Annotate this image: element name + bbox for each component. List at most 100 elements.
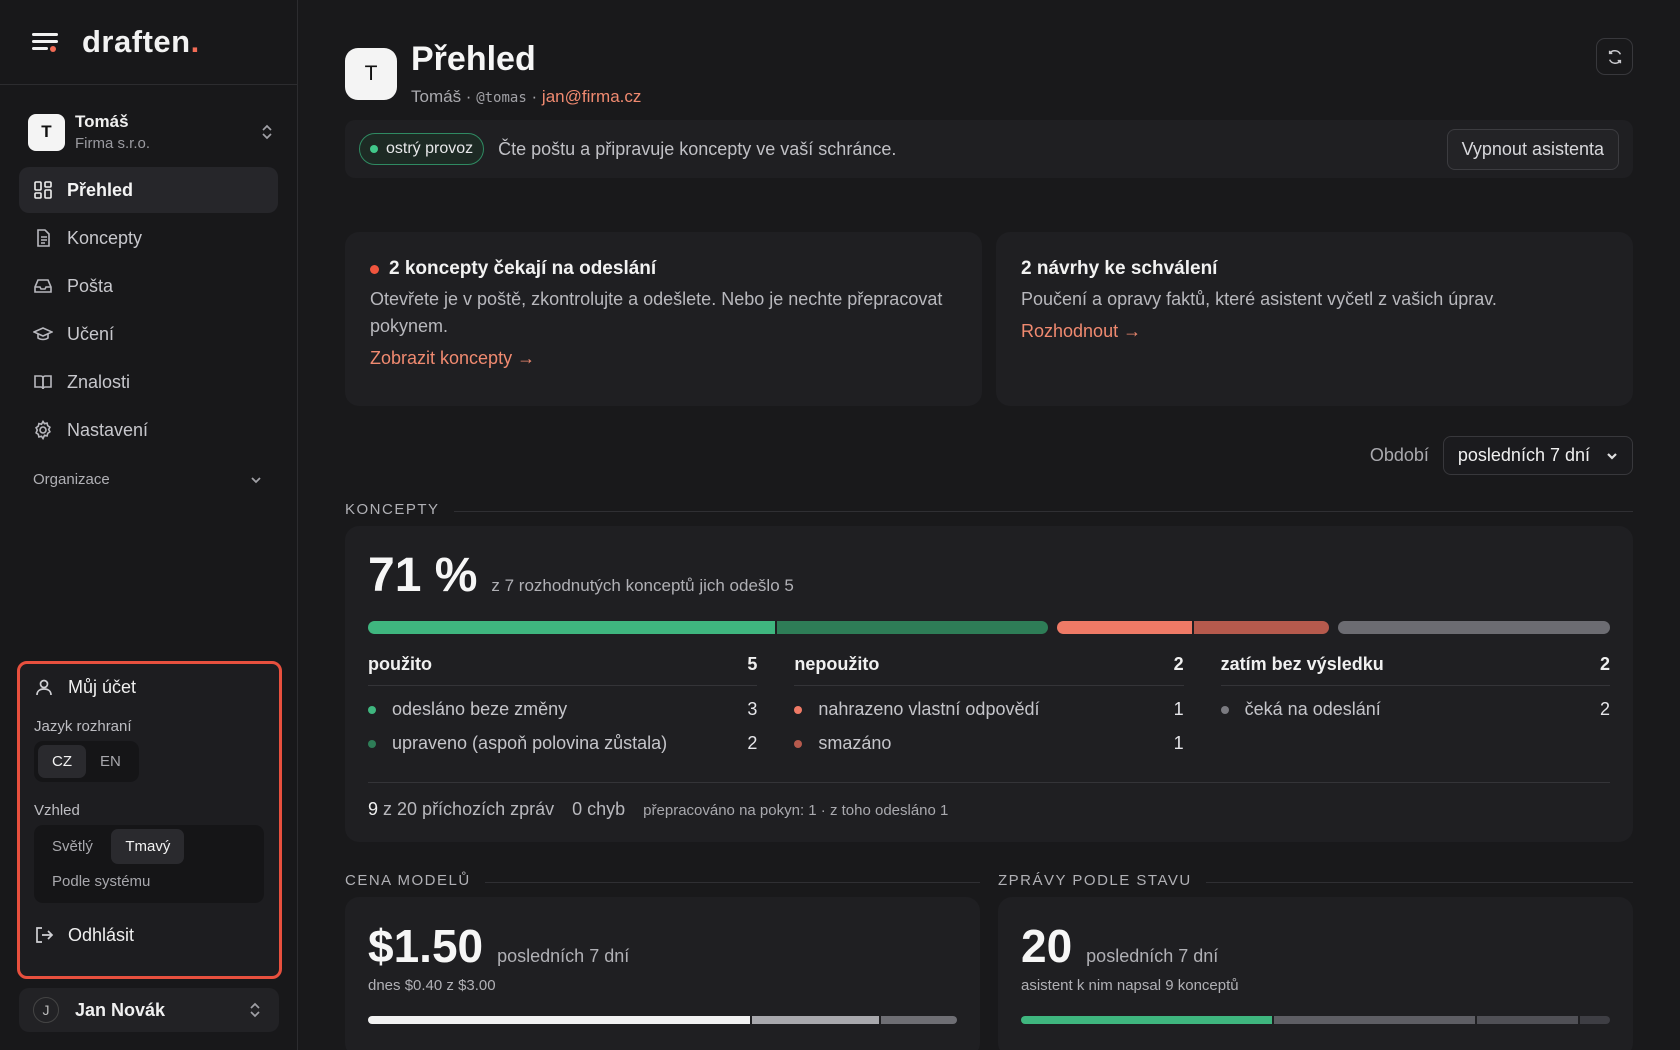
action-cards: 2 koncepty čekají na odeslání Otevřete j… [345, 232, 1633, 406]
bar-segment [1057, 621, 1192, 634]
approvals-card: 2 návrhy ke schválení Poučení a opravy f… [996, 232, 1633, 406]
cost-period: posledních 7 dní [497, 946, 630, 966]
drafts-percentage: 71 % [368, 549, 478, 602]
chevron-down-icon [251, 476, 261, 483]
logout-button[interactable]: Odhlásit [34, 915, 265, 955]
user-icon [36, 679, 52, 696]
nav-label: Koncepty [67, 227, 143, 248]
breakdown-row-count: 1 [1173, 733, 1184, 753]
page-title: Přehled [411, 40, 536, 78]
my-account-link[interactable]: Můj účet [34, 664, 265, 710]
document-icon [37, 229, 50, 247]
incoming-count: 9 [368, 799, 379, 819]
nav-label: Učení [67, 323, 115, 344]
card-title-text: 2 koncepty čekají na odeslání [389, 258, 657, 279]
breakdown-header-label: zatím bez výsledku [1220, 654, 1384, 674]
user-avatar: J [33, 997, 59, 1023]
assistant-status-bar: ostrý provoz Čte poštu a připravuje konc… [345, 120, 1633, 178]
cost-note: dnes $0.40 z $3.00 [368, 977, 496, 994]
chevron-up-down-icon [257, 123, 277, 141]
breakdown-header-count: 2 [1173, 654, 1184, 674]
breakdown-row: odesláno beze změny 3 [368, 699, 757, 720]
account-menu: Můj účet Jazyk rozhraní CZ EN Vzhled Svě… [17, 661, 282, 979]
show-drafts-link[interactable]: Zobrazit koncepty → [370, 348, 536, 368]
bar-segment [1579, 1016, 1610, 1024]
period-select[interactable]: posledních 7 dní [1442, 436, 1633, 475]
breakdown-column: použito 5 odesláno beze změny 3 upraveno (as… [368, 654, 758, 754]
period-label: Období [1369, 445, 1429, 465]
sidebar: draften. T Tomáš Firma s.r.o. Přehled Ko… [0, 0, 298, 1050]
card-title-text: 2 návrhy ke schválení [1021, 258, 1218, 279]
status-dot [370, 145, 378, 153]
messages-bar [1021, 1016, 1610, 1024]
language-option-en[interactable]: EN [100, 753, 121, 770]
logo[interactable]: draften. [82, 24, 200, 59]
breakdown-row-label: nahrazeno vlastní odpovědí [818, 699, 1040, 719]
header-email[interactable]: jan@firma.cz [541, 87, 642, 106]
menu-icon[interactable] [32, 31, 60, 53]
breakdown-row-count: 3 [747, 699, 758, 719]
cost-bar [368, 1016, 957, 1024]
bar-segment [1274, 1016, 1476, 1024]
user-name: Jan Novák [75, 999, 166, 1020]
period-filter: Období posledních 7 dní [345, 436, 1633, 475]
rework-text: přepracováno na pokyn: 1 · z toho odeslá… [643, 802, 949, 819]
decide-link[interactable]: Rozhodnout → [1021, 321, 1142, 341]
organization-toggle[interactable]: Organizace [33, 471, 263, 488]
account-switcher[interactable]: T Tomáš Firma s.r.o. [28, 109, 277, 155]
account-avatar: T [28, 113, 65, 151]
nav-item-uceni[interactable]: Učení [19, 311, 278, 357]
drafts-progress-bar [368, 621, 1610, 634]
breakdown-row-count: 2 [747, 733, 758, 753]
drafts-footer: 9 z 20 příchozích zpráv 0 chyb přepracov… [368, 782, 1610, 820]
theme-toggle: Světlý Tmavý Podle systému [34, 825, 264, 903]
nav-item-prehled[interactable]: Přehled [19, 167, 278, 213]
bar-segment [751, 1016, 879, 1024]
breakdown-column: zatím bez výsledku 2 čeká na odeslání 2 [1220, 654, 1610, 754]
status-badge-label: ostrý provoz [386, 140, 474, 157]
chevron-up-down-icon [245, 1001, 265, 1019]
nav-item-nastaveni[interactable]: Nastavení [19, 407, 278, 453]
language-label: Jazyk rozhraní [34, 718, 132, 735]
card-body: Otevřete je v poště, zkontrolujte a odeš… [370, 289, 943, 336]
card-title: 2 koncepty čekají na odeslání [370, 258, 957, 280]
nav-label: Nastavení [67, 419, 149, 440]
refresh-button[interactable] [1596, 38, 1633, 75]
bar-segment [880, 1016, 957, 1024]
theme-option-light[interactable]: Světlý [52, 838, 93, 855]
breakdown-row: smazáno 1 [794, 733, 1184, 754]
nav-item-znalosti[interactable]: Znalosti [19, 359, 278, 405]
user-menu-button[interactable]: J Jan Novák [19, 988, 279, 1032]
disable-assistant-button[interactable]: Vypnout asistenta [1446, 128, 1619, 170]
inbox-icon [34, 279, 52, 293]
nav-item-koncepty[interactable]: Koncepty [19, 215, 278, 261]
breakdown-row: nahrazeno vlastní odpovědí 1 [794, 699, 1184, 720]
breakdown-header: nepoužito 2 [794, 654, 1184, 686]
brand-header: draften. [0, 0, 297, 85]
nav-label: Pošta [67, 275, 114, 296]
nav-label: Znalosti [67, 371, 131, 392]
language-option-cz[interactable]: CZ [38, 745, 86, 778]
breakdown-row: upraveno (aspoň polovina zůstala) 2 [368, 733, 757, 754]
bar-segment [1021, 1016, 1273, 1024]
bar-group [1338, 621, 1610, 634]
appearance-label: Vzhled [34, 802, 80, 819]
header-user-name: Tomáš · [411, 87, 472, 106]
breakdown-header-count: 5 [747, 654, 758, 674]
legend-dot [1220, 705, 1229, 714]
page-header: T Přehled Tomáš · @tomas · jan@firma.cz [345, 0, 1633, 120]
legend-dot [368, 739, 376, 748]
theme-option-dark[interactable]: Tmavý [111, 829, 185, 864]
messages-section-title: ZPRÁVY PODLE STAVU [998, 872, 1633, 889]
legend-dot [794, 705, 803, 714]
bar-segment [1194, 621, 1329, 634]
logout-label: Odhlásit [68, 924, 135, 945]
theme-option-system[interactable]: Podle systému [52, 873, 151, 890]
bottom-stats: CENA MODELŮ $1.50 posledních 7 dní dnes … [345, 846, 1633, 1050]
graduation-cap-icon [33, 327, 53, 341]
logout-icon [36, 927, 54, 943]
breakdown-column: nepoužito 2 nahrazeno vlastní odpovědí 1 sma… [794, 654, 1184, 754]
nav-item-posta[interactable]: Pošta [19, 263, 278, 309]
errors-count: 0 chyb [572, 799, 626, 819]
gear-icon [35, 420, 51, 440]
